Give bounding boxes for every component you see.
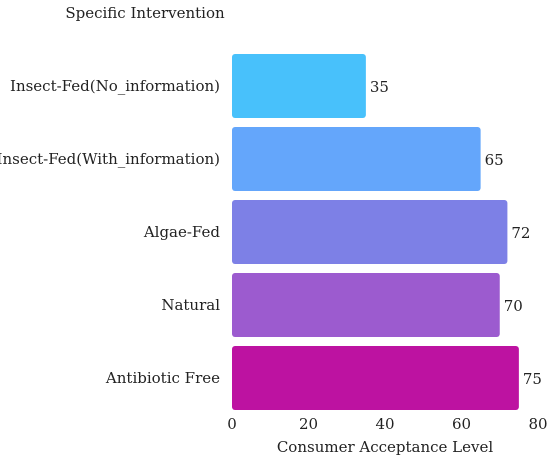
value-label: 65 xyxy=(485,151,504,169)
bars-layer xyxy=(232,54,519,410)
x-axis-title: Consumer Acceptance Level xyxy=(277,438,494,456)
x-tick-label: 80 xyxy=(528,415,547,433)
bar xyxy=(232,200,508,264)
value-label: 70 xyxy=(504,297,523,315)
x-tick-label: 20 xyxy=(299,415,318,433)
category-label: Insect-Fed(No_information) xyxy=(10,77,220,95)
value-label: 72 xyxy=(511,224,530,242)
x-tick-label: 0 xyxy=(227,415,237,433)
value-labels: 35 65 72 70 75 xyxy=(370,78,542,388)
bar xyxy=(232,346,519,410)
value-label: 75 xyxy=(523,370,542,388)
bar xyxy=(232,273,500,337)
bar xyxy=(232,54,366,118)
x-tick-label: 40 xyxy=(375,415,394,433)
category-label: Natural xyxy=(161,296,220,314)
category-label: Algae-Fed xyxy=(143,223,221,241)
bar xyxy=(232,127,481,191)
y-axis-title: Specific Intervention xyxy=(65,4,225,22)
value-label: 35 xyxy=(370,78,389,96)
x-tick-label: 60 xyxy=(452,415,471,433)
x-axis-ticks: 0 20 40 60 80 xyxy=(227,415,547,433)
category-labels: Insect-Fed(No_information) Insect-Fed(Wit… xyxy=(0,77,220,387)
category-label: Antibiotic Free xyxy=(105,369,220,387)
category-label: Insect-Fed(With_information) xyxy=(0,150,220,168)
